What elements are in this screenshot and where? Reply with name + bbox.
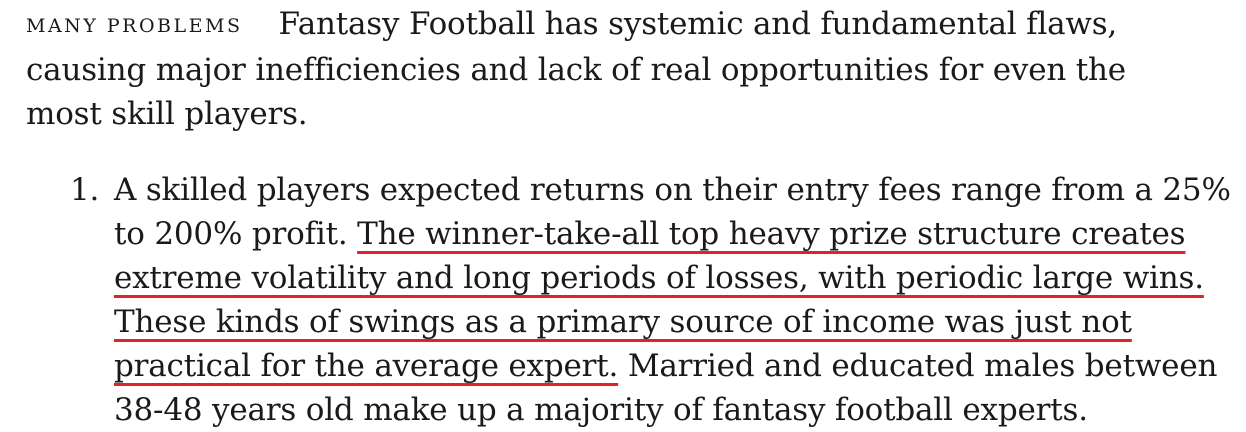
plain-text: Married and educated males between <box>618 348 1218 384</box>
text-line-1: A skilled players expected returns on th… <box>114 168 1231 212</box>
list-item-text: A skilled players expected returns on th… <box>114 168 1231 432</box>
plain-text: to 200% profit. <box>114 216 358 252</box>
text-line-4: These kinds of swings as a primary sourc… <box>114 300 1194 344</box>
text-line-6: 38-48 years old make up a majority of fa… <box>114 388 1194 432</box>
highlighted-text: The winner-take-all top heavy prize stru… <box>357 216 1186 252</box>
intro-paragraph: MANY PROBLEMS Fantasy Football has system… <box>26 2 1194 136</box>
intro-text: Fantasy Football has systemic and fundam… <box>26 6 1126 132</box>
text-line-3: extreme volatility and long periods of l… <box>114 256 1204 300</box>
highlighted-text: extreme volatility and long periods of l… <box>114 260 1204 296</box>
list-marker: 1. <box>70 172 100 208</box>
highlighted-text: practical for the average expert. <box>114 348 619 384</box>
highlighted-text: These kinds of swings as a primary sourc… <box>114 304 1132 340</box>
lead-in-smallcaps: MANY PROBLEMS <box>26 15 243 37</box>
text-line-2: to 200% profit. The winner-take-all top … <box>114 212 1194 256</box>
plain-text: 38-48 years old make up a majority of fa… <box>114 392 1088 428</box>
text-line-5: practical for the average expert. Marrie… <box>114 344 1217 388</box>
plain-text: A skilled players expected returns on th… <box>114 172 1231 208</box>
